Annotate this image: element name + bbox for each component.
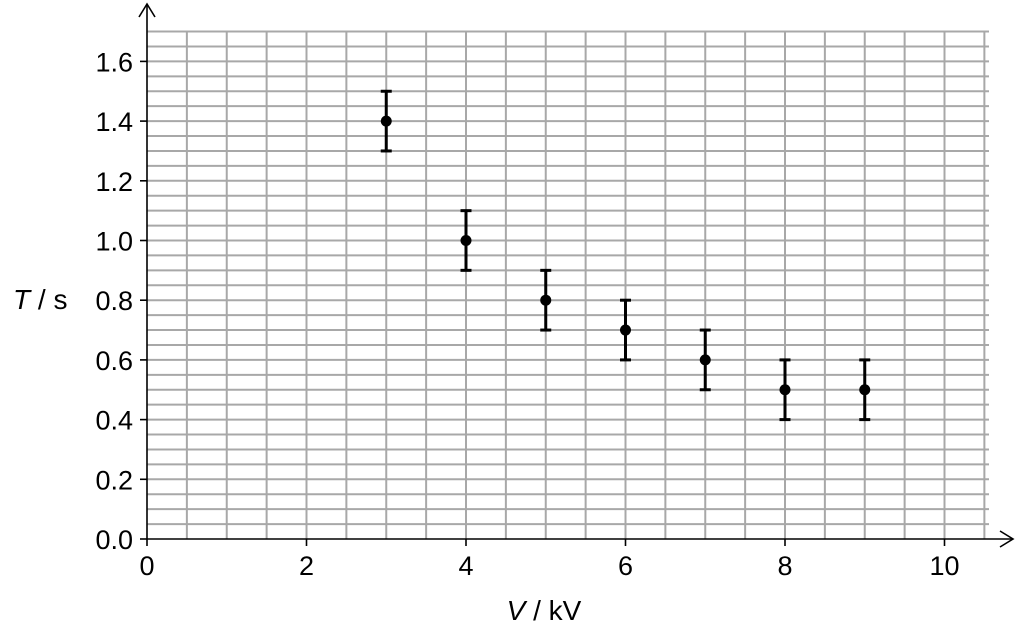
data-point — [380, 89, 392, 153]
y-axis-unit: s — [53, 284, 67, 315]
data-point — [859, 358, 871, 422]
x-tick-label: 2 — [299, 551, 314, 581]
x-tick-label: 10 — [929, 551, 959, 581]
data-point — [460, 209, 472, 272]
x-tick-label: 6 — [618, 551, 633, 581]
x-tick-label: 4 — [458, 551, 473, 581]
point-marker — [380, 115, 392, 127]
y-tick-label: 0.2 — [95, 465, 133, 495]
y-tick-label: 1.2 — [95, 167, 133, 197]
point-marker — [620, 324, 631, 336]
y-tick-label: 1.0 — [95, 227, 133, 257]
y-tick-label: 0.6 — [95, 346, 133, 376]
x-tick-label: 8 — [777, 551, 792, 581]
point-marker — [779, 384, 791, 396]
y-axis-symbol: T — [13, 284, 32, 315]
x-axis-arrow — [999, 530, 1015, 548]
point-marker — [460, 235, 472, 246]
y-axis-slash: / — [30, 284, 53, 315]
data-point — [779, 358, 791, 422]
x-axis-slash: / — [525, 595, 548, 626]
y-tick-label: 1.6 — [95, 47, 133, 77]
y-tick-label: 0.4 — [95, 406, 133, 436]
data-series — [380, 89, 871, 422]
axes — [138, 2, 1015, 548]
point-marker — [699, 354, 711, 366]
y-tick-label: 0.8 — [95, 286, 133, 316]
x-axis-title: V / kV — [507, 595, 582, 626]
point-marker — [859, 384, 871, 396]
y-axis-title: T / s — [13, 284, 67, 315]
tick-labels: 0.0 0.2 0.4 0.6 0.8 1.0 1.2 1.4 1.6 0 2 4 6 8 10 — [95, 47, 959, 581]
x-axis-symbol: V — [507, 595, 528, 626]
data-point — [620, 298, 631, 362]
data-point — [540, 268, 552, 332]
grid — [147, 30, 989, 539]
point-marker — [540, 294, 552, 306]
x-tick-label: 0 — [139, 551, 154, 581]
y-tick-label: 0.0 — [95, 525, 133, 555]
y-tick-label: 1.4 — [95, 107, 133, 137]
data-point — [699, 328, 711, 392]
y-axis-arrow — [138, 2, 156, 18]
x-axis-unit: kV — [549, 595, 582, 626]
